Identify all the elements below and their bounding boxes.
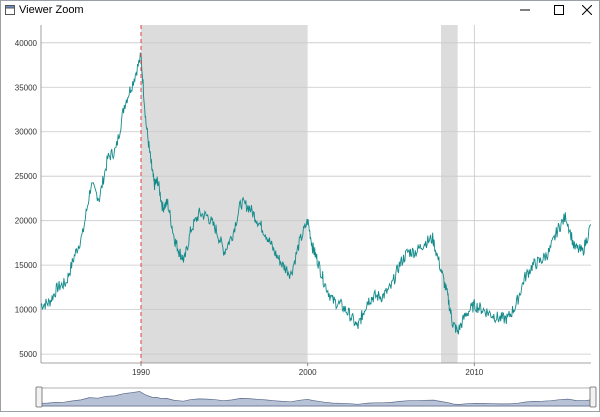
- title-bar[interactable]: Viewer Zoom: [1, 1, 599, 19]
- minimize-button[interactable]: [511, 1, 539, 19]
- close-icon: [582, 5, 592, 15]
- window-title: Viewer Zoom: [19, 4, 84, 16]
- y-tick-label: 35000: [15, 83, 38, 92]
- navigator-series: [38, 391, 594, 407]
- series-line: [40, 52, 592, 335]
- y-tick-label: 15000: [15, 261, 38, 270]
- maximize-button[interactable]: [545, 1, 573, 19]
- navigator-right-handle[interactable]: [589, 386, 597, 408]
- minimize-icon: [520, 9, 530, 11]
- shaded-region: [141, 25, 308, 363]
- chart-area[interactable]: 5000 10000 15000 20000 25000 30000 35000 40000 1…: [1, 20, 599, 412]
- app-window-icon: [5, 5, 15, 15]
- close-button[interactable]: [573, 1, 600, 19]
- y-tick-label: 5000: [19, 350, 37, 359]
- x-tick-label: 2000: [299, 368, 317, 377]
- x-tick-label: 1990: [132, 368, 150, 377]
- y-tick-label: 10000: [15, 306, 38, 315]
- maximize-icon: [554, 5, 564, 15]
- y-tick-label: 20000: [15, 217, 38, 226]
- navigator-left-handle[interactable]: [35, 386, 43, 408]
- line-chart[interactable]: 5000 10000 15000 20000 25000 30000 35000 40000 1…: [1, 20, 599, 412]
- y-tick-label: 25000: [15, 172, 38, 181]
- shaded-region: [441, 25, 458, 363]
- y-tick-label: 30000: [15, 128, 38, 137]
- y-tick-label: 40000: [15, 39, 38, 48]
- x-tick-label: 2010: [465, 368, 483, 377]
